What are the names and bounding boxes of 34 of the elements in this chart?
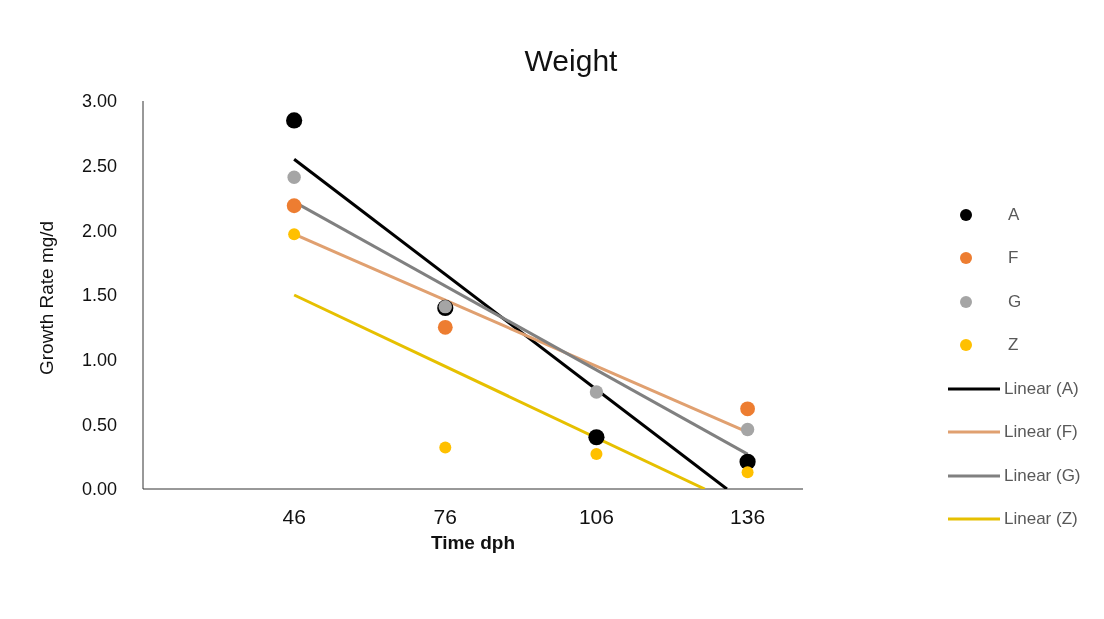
x-tick-label: 106: [578, 504, 614, 528]
point: [437, 319, 453, 335]
point: [740, 422, 755, 437]
point: [286, 112, 303, 129]
legend-label: G: [1008, 291, 1022, 312]
point: [740, 401, 755, 417]
x-tick-label: 136: [730, 504, 766, 528]
chart-title: Weight: [523, 44, 619, 78]
point: [439, 441, 452, 454]
legend-label: F: [1008, 248, 1019, 269]
y-tick-label: 1.50: [81, 285, 117, 306]
x-axis-title: Time dph: [430, 532, 516, 553]
y-tick-label: 1.00: [81, 350, 117, 371]
y-tick-label: 3.00: [81, 91, 117, 112]
point: [286, 198, 302, 214]
point: [589, 385, 604, 399]
legend-label: A: [1008, 204, 1020, 225]
y-axis-title: Growth Rate mg/d: [35, 220, 57, 375]
legend-label: Linear (A): [1004, 378, 1079, 399]
y-tick-label: 0.00: [81, 479, 117, 500]
y-tick-label: 2.00: [81, 220, 117, 241]
point: [287, 170, 301, 185]
point: [588, 429, 605, 446]
point: [590, 448, 603, 461]
legend-label: Linear (Z): [1004, 509, 1078, 530]
x-tick-label: 76: [433, 504, 457, 528]
legend-label: Linear (F): [1004, 422, 1078, 443]
y-tick-label: 0.50: [81, 414, 117, 435]
legend-label: Z: [1008, 335, 1019, 356]
x-tick-label: 46: [282, 504, 306, 528]
point: [288, 228, 301, 241]
legend-label: Linear (G): [1004, 465, 1081, 486]
point: [741, 466, 754, 479]
y-tick-label: 2.50: [81, 156, 117, 177]
